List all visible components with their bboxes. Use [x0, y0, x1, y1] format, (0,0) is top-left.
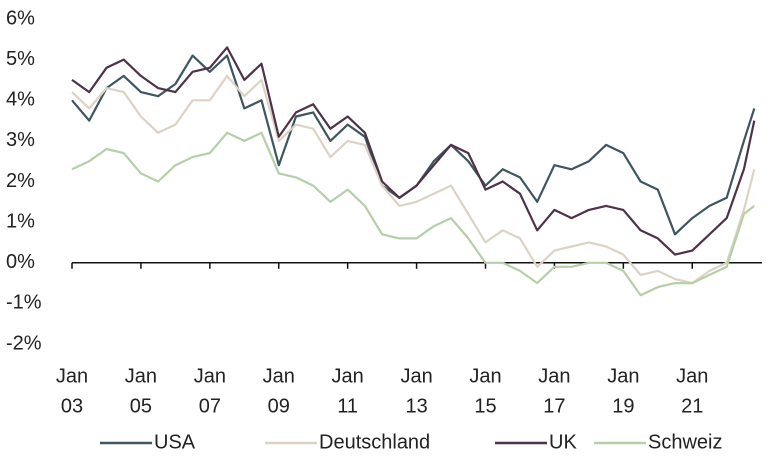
- x-tick-label: Jan: [125, 365, 157, 387]
- x-tick-label: Jan: [400, 365, 432, 387]
- x-tick-label: Jan: [469, 365, 501, 387]
- legend-label: UK: [549, 431, 577, 453]
- series-line: [71, 46, 756, 256]
- series-line: [71, 131, 755, 297]
- x-tick-label: 19: [612, 395, 634, 417]
- y-tick-label: 5%: [6, 48, 35, 70]
- x-tick-label: Jan: [332, 365, 364, 387]
- legend-label: Schweiz: [648, 431, 722, 453]
- legend-label: Deutschland: [319, 431, 430, 453]
- x-tick-label: 11: [337, 395, 358, 417]
- x-tick-label: 03: [61, 395, 83, 417]
- x-tick-label: Jan: [263, 365, 295, 387]
- y-tick-label: 0%: [6, 251, 35, 273]
- series-line: [71, 54, 756, 236]
- x-tick-label: Jan: [194, 365, 226, 387]
- series-line: [71, 74, 756, 285]
- x-tick-label: 15: [474, 395, 496, 417]
- y-tick-label: 4%: [6, 89, 35, 111]
- x-tick-label: Jan: [56, 365, 88, 387]
- x-tick-label: 17: [543, 395, 565, 417]
- x-tick-label: Jan: [607, 365, 639, 387]
- x-tick-label: Jan: [676, 365, 708, 387]
- y-tick-label: -1%: [6, 292, 42, 314]
- x-tick-label: 05: [130, 395, 152, 417]
- y-tick-label: 3%: [6, 129, 35, 151]
- y-tick-label: 6%: [6, 7, 35, 29]
- y-tick-label: -2%: [6, 332, 42, 354]
- y-tick-label: 1%: [6, 210, 35, 232]
- x-tick-label: 21: [681, 395, 703, 417]
- x-tick-label: Jan: [538, 365, 570, 387]
- y-tick-label: 2%: [6, 170, 35, 192]
- x-tick-label: 07: [199, 395, 221, 417]
- x-tick-label: 13: [405, 395, 427, 417]
- legend-label: USA: [154, 431, 196, 453]
- x-tick-label: 09: [268, 395, 290, 417]
